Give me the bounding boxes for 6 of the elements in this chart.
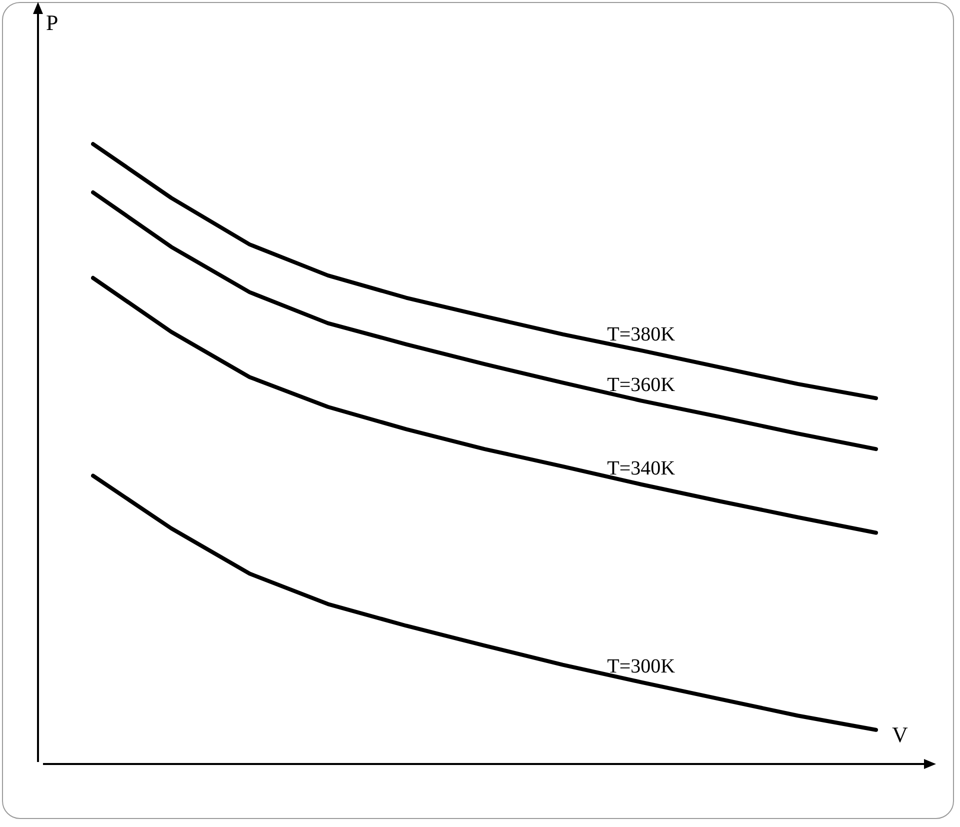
y-axis-title: P	[46, 10, 58, 35]
series-label: T=300K	[607, 655, 676, 678]
series-label: T=360K	[607, 374, 676, 396]
series-label: T=380K	[607, 324, 676, 346]
series-label: T=340K	[607, 458, 676, 480]
x-axis-title: V	[892, 722, 908, 747]
